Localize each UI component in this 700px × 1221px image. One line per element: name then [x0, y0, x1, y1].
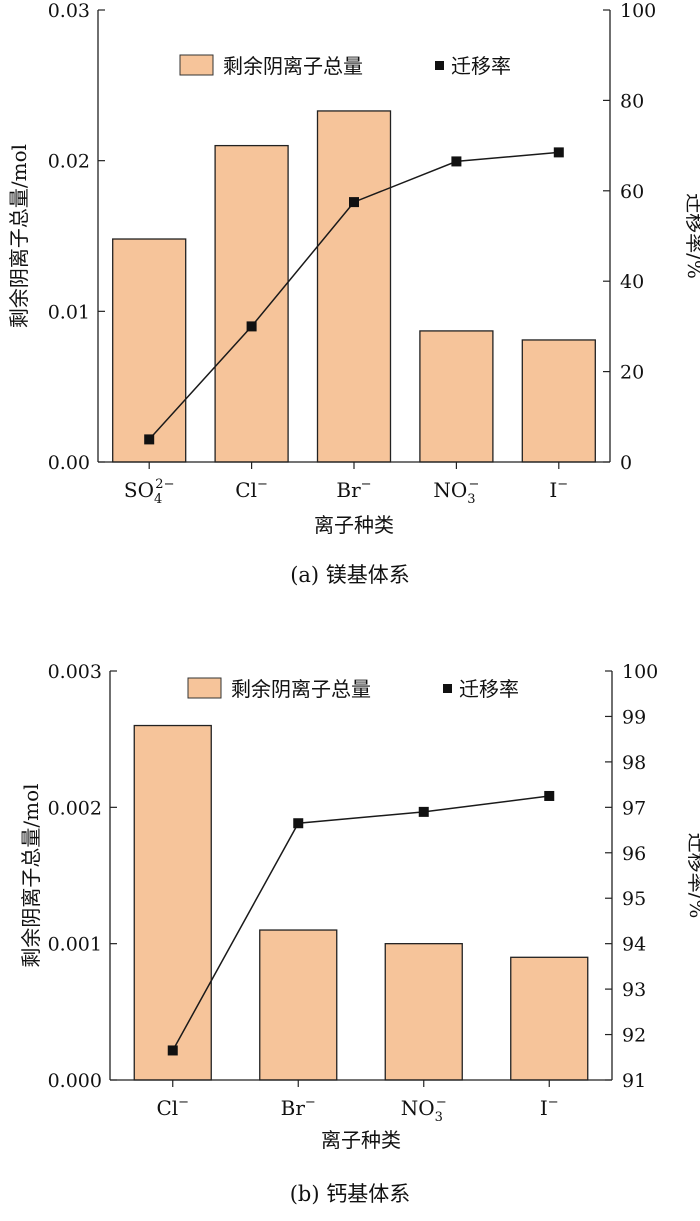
- category-label-4: I−: [549, 477, 568, 502]
- rate-point-1: [246, 321, 257, 332]
- right-tick-label-5: 96: [622, 843, 646, 865]
- category-label-0: Cl−: [156, 1095, 189, 1120]
- category-label-base: Br: [281, 1096, 306, 1120]
- category-label-sup: −: [178, 1095, 189, 1110]
- right-tick-label-3: 94: [622, 934, 646, 956]
- legend-bar-label: 剩余阴离子总量: [231, 677, 371, 701]
- legend-bar-label: 剩余阴离子总量: [223, 54, 363, 78]
- left-tick-label-3: 0.003: [48, 661, 102, 683]
- panel-caption: (b) 钙基体系: [290, 1182, 411, 1206]
- x-axis-title: 离子种类: [314, 513, 394, 537]
- x-axis-title: 离子种类: [321, 1128, 401, 1152]
- bar-1: [259, 929, 338, 1081]
- bar-3: [419, 330, 494, 463]
- legend-line-label: 迁移率: [459, 677, 519, 701]
- left-tick-label-2: 0.002: [48, 797, 102, 819]
- rate-point-0: [144, 434, 155, 445]
- category-label-1: Cl−: [235, 477, 268, 502]
- rate-point-3: [451, 156, 462, 167]
- right-axis-title: 迁移率/%: [683, 193, 700, 279]
- left-tick-label-3: 0.03: [48, 0, 90, 22]
- rate-point-0: [167, 1045, 178, 1056]
- left-tick-label-1: 0.01: [48, 301, 90, 323]
- rate-point-2: [418, 806, 429, 817]
- right-tick-label-7: 98: [622, 752, 646, 774]
- right-tick-label-0: 0: [620, 452, 632, 474]
- category-label-base: Br: [336, 478, 361, 502]
- category-label-1: Br−: [281, 1095, 316, 1120]
- right-tick-label-9: 100: [622, 661, 658, 683]
- bar-2: [316, 110, 392, 463]
- left-tick-label-0: 0.00: [48, 452, 90, 474]
- category-label-base: Cl: [156, 1096, 178, 1120]
- category-label-sup: 2−: [155, 477, 174, 492]
- category-label-base: SO: [124, 478, 154, 502]
- legend-line-marker: [443, 684, 452, 693]
- category-label-sup: −: [257, 477, 268, 492]
- category-label-base: I: [540, 1096, 548, 1120]
- category-label-sub: 3: [435, 1110, 443, 1125]
- bar-0: [133, 724, 212, 1081]
- category-label-sup: −: [305, 1095, 316, 1110]
- category-label-sub: 4: [154, 492, 162, 507]
- right-tick-label-1: 92: [622, 1025, 646, 1047]
- right-tick-label-4: 95: [622, 888, 646, 910]
- right-tick-label-2: 40: [620, 271, 644, 293]
- bar-2: [384, 943, 463, 1081]
- left-axis-title: 剩余阴离子总量/mol: [7, 144, 31, 328]
- legend-bar-swatch: [187, 677, 222, 699]
- category-label-0: SO42−: [124, 477, 175, 507]
- bar-3: [510, 956, 589, 1081]
- rate-line: [172, 795, 550, 1051]
- left-tick-label-1: 0.001: [48, 934, 102, 956]
- rate-point-4: [553, 147, 564, 158]
- category-label-base: Cl: [235, 478, 257, 502]
- category-label-2: Br−: [336, 477, 371, 502]
- right-tick-label-3: 60: [620, 181, 644, 203]
- category-label-sup: −: [436, 1095, 447, 1110]
- category-label-sup: −: [469, 477, 480, 492]
- rate-point-1: [293, 818, 304, 829]
- legend-bar-swatch: [179, 54, 214, 76]
- category-label-3: NO3−: [433, 477, 479, 507]
- category-label-base: NO: [433, 478, 467, 502]
- rate-point-2: [349, 197, 359, 208]
- legend: 剩余阴离子总量 迁移率: [187, 677, 519, 701]
- category-label-sup: −: [557, 477, 568, 492]
- legend: 剩余阴离子总量 迁移率: [179, 54, 511, 78]
- panel-caption: (a) 镁基体系: [290, 563, 410, 587]
- right-tick-label-0: 91: [622, 1070, 646, 1092]
- right-tick-label-8: 99: [622, 706, 646, 728]
- rate-point-3: [544, 790, 555, 801]
- category-label-3: I−: [540, 1095, 559, 1120]
- category-label-2: NO3−: [401, 1095, 447, 1125]
- bar-1: [214, 144, 289, 463]
- left-tick-label-0: 0.000: [48, 1070, 102, 1092]
- right-tick-label-6: 97: [622, 797, 646, 819]
- right-tick-label-2: 93: [622, 979, 646, 1001]
- category-label-base: NO: [401, 1096, 435, 1120]
- right-axis-title: 迁移率/%: [685, 833, 700, 919]
- right-tick-label-4: 80: [620, 90, 644, 112]
- category-label-base: I: [549, 478, 557, 502]
- category-label-sup: −: [548, 1095, 559, 1110]
- right-tick-label-1: 20: [620, 362, 644, 384]
- left-tick-label-2: 0.02: [48, 151, 90, 173]
- legend-line-marker: [435, 61, 444, 70]
- bar-0: [112, 238, 187, 463]
- right-tick-label-5: 100: [620, 0, 656, 22]
- left-axis-title: 剩余阴离子总量/mol: [19, 783, 43, 967]
- bar-4: [521, 339, 596, 463]
- legend-line-label: 迁移率: [451, 54, 511, 78]
- category-label-sub: 3: [467, 492, 475, 507]
- panel-b: 0.000 0.001 0.002 0.003 91 92 93 94 95 96 97 98 99 10…: [19, 661, 700, 1206]
- category-label-sup: −: [361, 477, 372, 492]
